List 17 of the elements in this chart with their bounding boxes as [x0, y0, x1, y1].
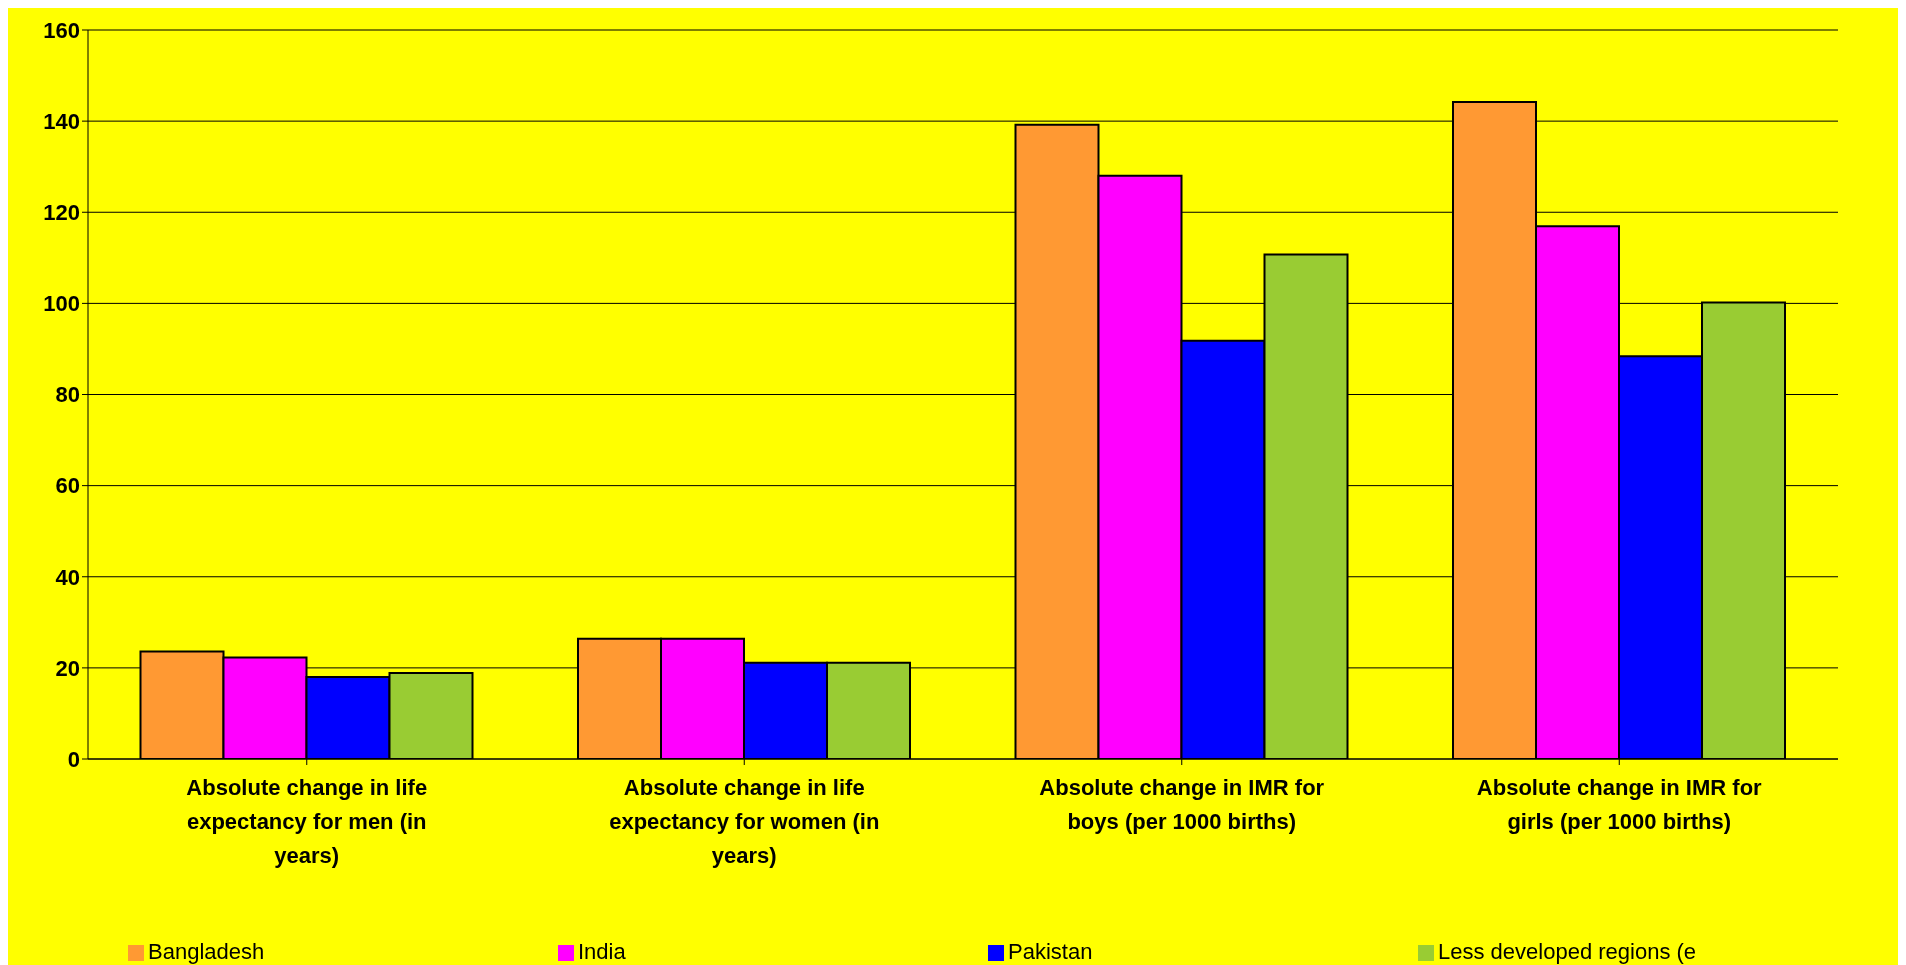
legend-label: Pakistan [1008, 939, 1094, 965]
y-tick-label: 20 [55, 655, 80, 681]
y-tick-label: 140 [43, 108, 80, 134]
legend-label: Less developed regions (e [1438, 939, 1698, 965]
y-tick-label: 160 [43, 17, 80, 43]
y-tick-label: 40 [55, 564, 80, 590]
y-tick-label: 80 [55, 382, 80, 408]
y-tick-label: 60 [55, 473, 80, 499]
y-tick-label: 100 [43, 291, 80, 317]
legend-label: India [578, 939, 627, 965]
x-tick-label: Absolute change in IMR for boys (per 1000 births) [1039, 775, 1325, 834]
legend-label: Bangladesh [148, 939, 266, 965]
y-tick-label: 120 [43, 200, 80, 226]
x-tick-label: Absolute change in life expectancy for women (in years) [609, 775, 880, 868]
y-tick-label: 0 [67, 746, 80, 772]
x-tick-label: Absolute change in life expectancy for men (in years) [186, 775, 428, 868]
x-tick-label: Absolute change in IMR for girls (per 1000 births) [1476, 775, 1763, 834]
